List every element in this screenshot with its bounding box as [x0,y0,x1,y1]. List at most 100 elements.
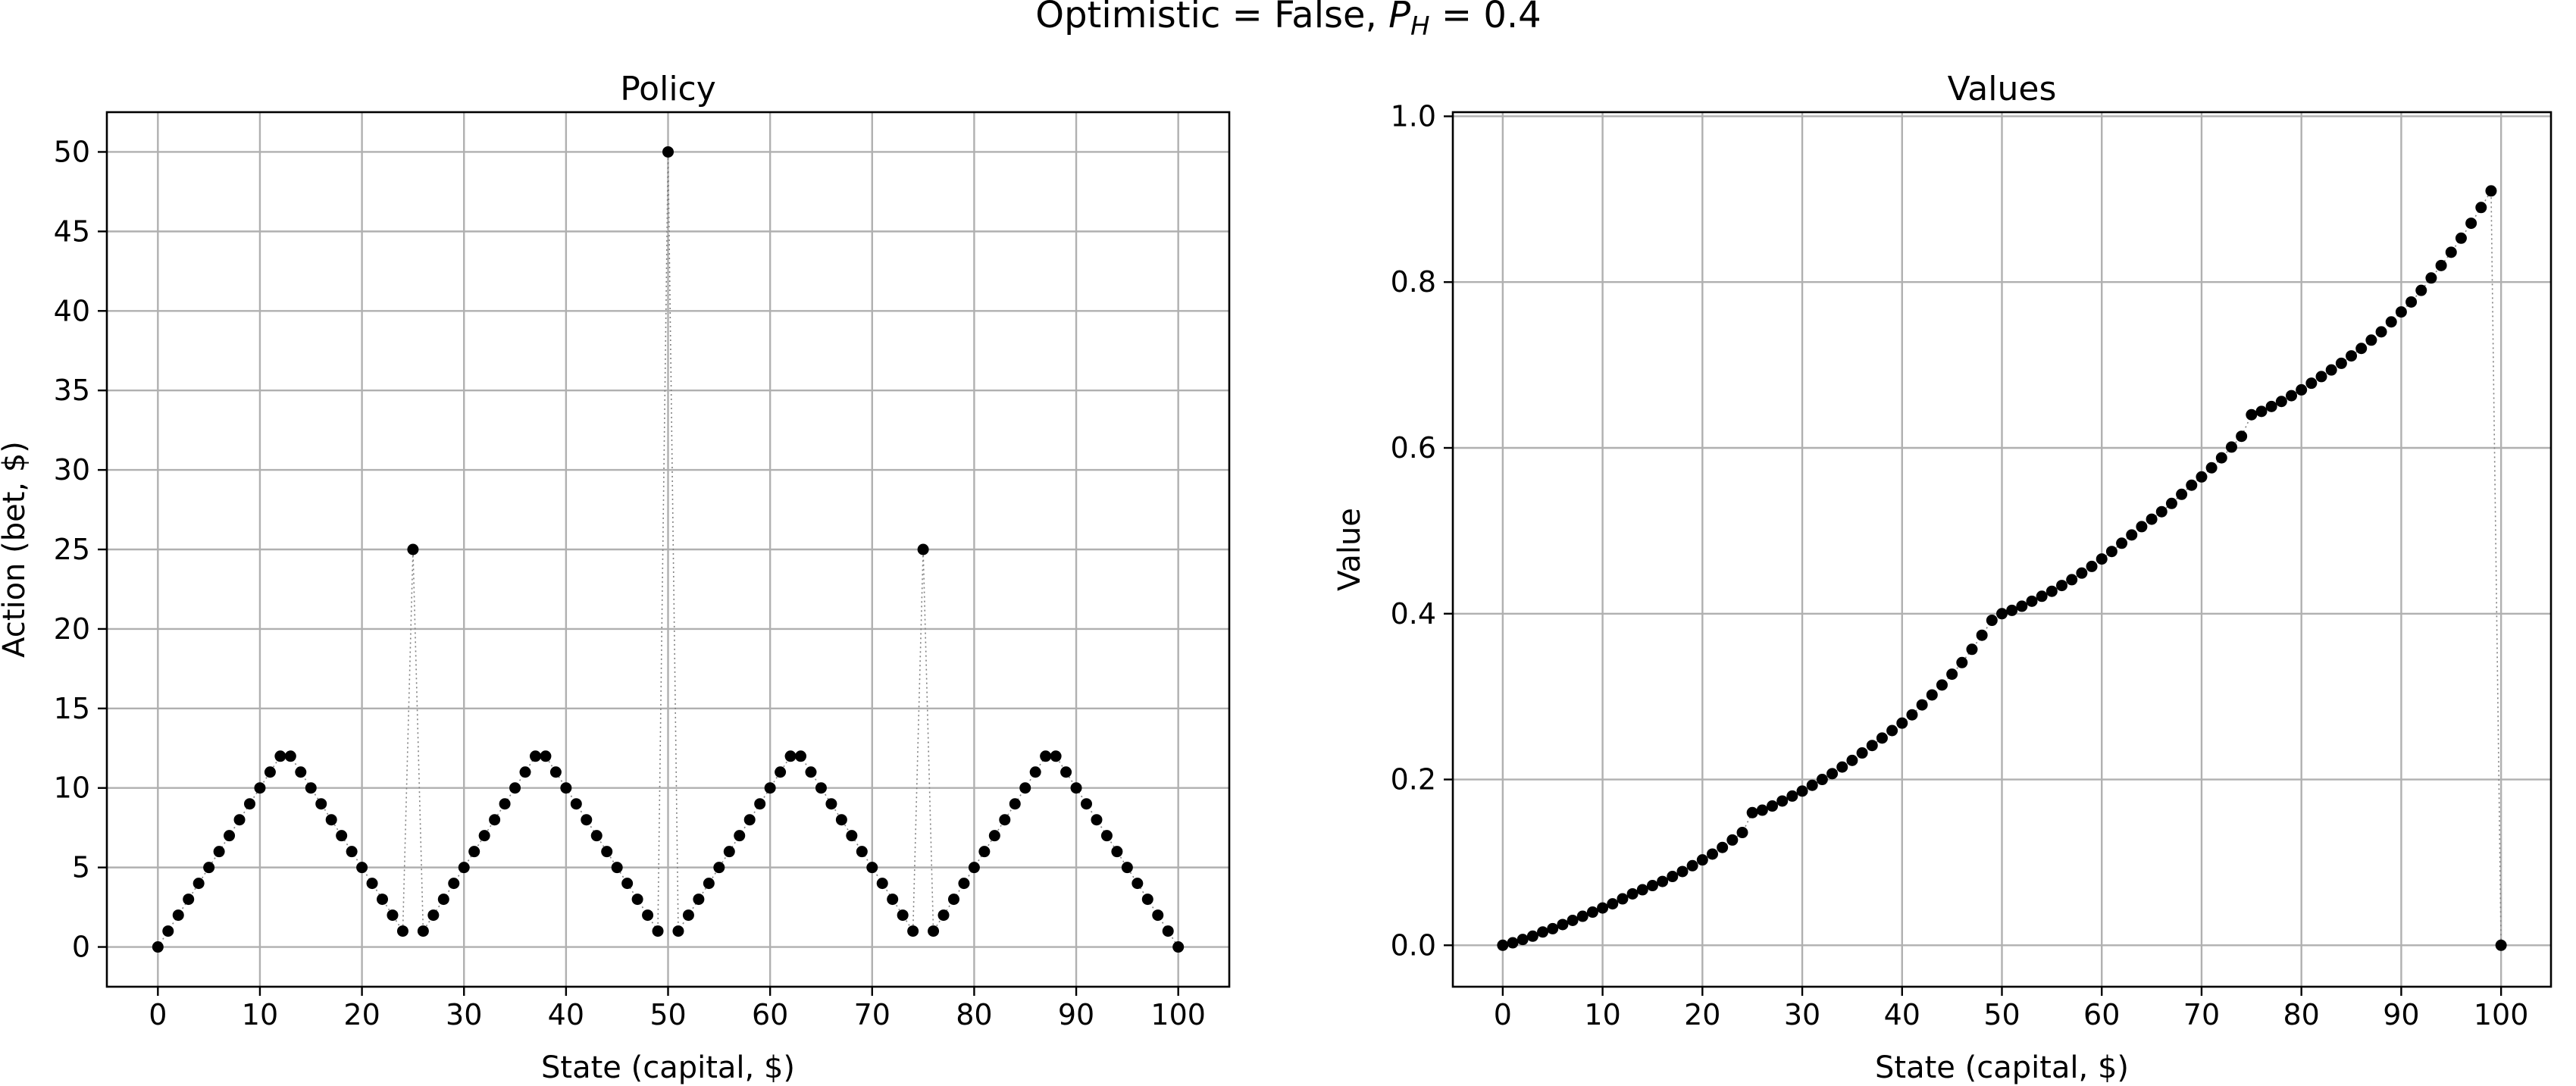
values-point-51 [2006,604,2018,616]
values-point-72 [2215,452,2227,464]
values-xlabel: State (capital, $) [1875,1050,2129,1085]
values-point-33 [1826,768,1839,780]
values-point-50 [1996,608,2008,620]
values-ytick-label-2: 0.4 [1391,597,1436,631]
values-point-85 [2346,350,2358,362]
policy-point-89 [1060,766,1072,778]
values-point-35 [1846,754,1858,766]
values-grid [1453,112,2551,987]
policy-axes-frame [105,111,1231,988]
policy-point-64 [805,766,817,778]
values-ytick-label-3: 0.6 [1391,431,1436,465]
policy-point-4 [192,878,205,890]
policy-point-51 [672,925,684,937]
values-point-94 [2435,259,2447,271]
policy-point-30 [458,862,470,874]
policy-ytick-label-8: 40 [54,294,90,327]
policy-point-13 [284,750,296,762]
policy-point-0 [152,941,164,953]
policy-point-85 [1019,782,1031,794]
values-point-81 [2305,377,2318,390]
values-point-100 [2495,939,2507,951]
policy-point-79 [958,878,970,890]
policy-point-18 [336,830,348,842]
values-xtick-label-1: 10 [1584,998,1620,1031]
policy-point-90 [1070,782,1082,794]
policy-xtick-label-6: 60 [752,998,788,1031]
values-point-74 [2236,430,2248,443]
values-point-10 [1597,902,1609,914]
values-point-46 [1956,656,1968,668]
policy-point-99 [1162,925,1174,937]
values-point-88 [2375,326,2387,338]
policy-point-57 [734,830,746,842]
values-point-16 [1657,875,1669,887]
values-point-91 [2405,296,2418,308]
values-point-69 [2186,479,2198,491]
values-point-26 [1756,804,1768,816]
values-point-20 [1696,854,1708,866]
values-point-86 [2355,343,2368,355]
values-point-7 [1567,914,1579,926]
policy-ytick-label-3: 15 [54,692,90,725]
policy-point-54 [703,878,715,890]
values-point-78 [2275,396,2287,408]
suptitle-suffix: = 0.4 [1430,0,1542,36]
values-point-21 [1706,848,1718,860]
values-point-6 [1557,919,1569,931]
policy-point-76 [928,925,940,937]
policy-point-14 [295,766,307,778]
values-point-93 [2425,272,2437,284]
policy-point-28 [437,894,449,906]
policy-ytick-label-6: 30 [54,453,90,487]
values-point-67 [2165,497,2177,509]
values-point-38 [1876,732,1888,744]
policy-point-91 [1081,798,1093,810]
policy-point-92 [1091,814,1103,826]
figure-suptitle: Optimistic = False, PH = 0.4 [1035,0,1541,42]
policy-point-35 [509,782,521,794]
policy-point-23 [387,909,399,922]
values-point-8 [1576,910,1588,922]
policy-point-47 [631,894,643,906]
values-point-2 [1516,934,1529,946]
policy-point-40 [560,782,572,794]
values-point-87 [2365,334,2377,346]
policy-point-21 [366,878,378,890]
values-point-9 [1586,906,1598,919]
policy-chart: 0 10 20 30 40 50 60 70 80 90 100 0 5 10 15 20 25 30 35 40 45… [0,70,1231,1085]
values-point-62 [2116,537,2128,549]
policy-point-98 [1152,909,1164,922]
policy-ytick-label-9: 45 [54,214,90,248]
policy-xtick-label-5: 50 [649,998,686,1031]
values-ytick-label-1: 0.2 [1391,763,1436,797]
values-point-36 [1856,747,1868,759]
policy-xtick-label-0: 0 [149,998,167,1031]
values-point-60 [2096,553,2108,565]
policy-point-36 [519,766,531,778]
policy-point-88 [1050,750,1062,762]
policy-point-20 [356,862,368,874]
policy-xtick-label-3: 30 [446,998,482,1031]
policy-point-45 [611,862,623,874]
policy-point-43 [590,830,603,842]
policy-point-97 [1141,894,1153,906]
policy-point-69 [856,846,868,858]
values-point-19 [1686,859,1698,872]
policy-ytick-label-1: 5 [72,851,90,884]
values-point-40 [1896,717,1908,729]
policy-point-2 [172,909,184,922]
policy-point-10 [254,782,266,794]
values-point-0 [1497,939,1509,951]
values-point-73 [2225,441,2237,453]
values-points [1497,185,2507,951]
policy-ytick-label-2: 10 [54,771,90,805]
policy-point-29 [448,878,460,890]
values-chart: 0 10 20 30 40 50 60 70 80 90 100 0.0 0.2 0.4 0.6 0.8 1.0… [1332,70,2553,1085]
values-point-77 [2265,400,2277,412]
values-point-39 [1886,725,1898,737]
values-point-32 [1816,774,1828,786]
policy-point-53 [693,894,705,906]
values-point-58 [2076,567,2088,579]
values-point-13 [1626,887,1639,900]
